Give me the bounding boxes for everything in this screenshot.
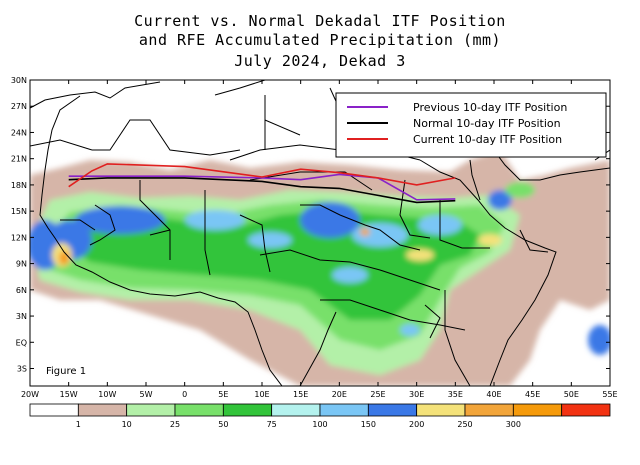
colorbar-tick-label: 300 [506, 420, 521, 429]
colorbar-segment [319, 403, 369, 417]
lon-label: 15E [293, 390, 308, 399]
colorbar-segment [512, 403, 563, 417]
lat-label: 6N [16, 286, 27, 295]
map-frame [29, 79, 611, 387]
lon-label: 5W [140, 390, 153, 399]
map-axes: 30N 27N 24N 21N 18N 15N 12N 9N 6N 3N EQ 3S 20W 15W 10W… [11, 76, 618, 399]
colorbar-segment [77, 403, 128, 417]
colorbar-tick-label: 200 [409, 420, 424, 429]
lon-label: 10W [98, 390, 116, 399]
map-title-line-2: and RFE Accumulated Precipitation (mm) [138, 31, 502, 49]
lat-label: 9N [16, 260, 27, 269]
lon-label: 0 [182, 390, 187, 399]
lon-label: 10E [254, 390, 269, 399]
colorbar-tick-label: 100 [312, 420, 327, 429]
coastline-and-borders [30, 80, 610, 386]
colorbar-tick-label: 75 [267, 420, 277, 429]
map-title-line-1: Current vs. Normal Dekadal ITF Position [134, 12, 506, 30]
legend-label: Previous 10-day ITF Position [413, 101, 567, 114]
map-title-line-3: July 2024, Dekad 3 [234, 52, 406, 70]
lat-label: 15N [11, 207, 27, 216]
lat-label: EQ [16, 338, 27, 347]
lon-label: 25E [370, 390, 385, 399]
lon-label: 35E [448, 390, 463, 399]
colorbar-segment [174, 403, 224, 417]
colorbar-segment [29, 403, 79, 417]
colorbar-segment [222, 403, 273, 417]
precipitation-colorbar: 1 10 25 50 75 100 150 200 250 300 [29, 403, 611, 429]
colorbar-segment [464, 403, 514, 417]
itf-legend: Previous 10-day ITF Position Normal 10-da… [335, 92, 607, 158]
lon-label: 55E [602, 390, 617, 399]
lon-label: 45E [525, 390, 540, 399]
legend-box [335, 92, 607, 158]
colorbar-segment [271, 403, 321, 417]
lon-label: 15W [60, 390, 78, 399]
legend-label: Current 10-day ITF Position [413, 133, 562, 146]
colorbar-tick-label: 150 [361, 420, 376, 429]
colorbar-tick-label: 250 [457, 420, 472, 429]
current-itf-line [68, 163, 456, 188]
lat-label: 3S [17, 365, 27, 374]
lat-label: 3N [16, 312, 27, 321]
lat-label: 18N [11, 181, 27, 190]
colorbar-tick-label: 50 [218, 420, 228, 429]
lon-label: 20E [332, 390, 347, 399]
lat-label: 30N [11, 76, 27, 85]
lat-label: 27N [11, 102, 27, 111]
legend-label: Normal 10-day ITF Position [413, 117, 561, 130]
colorbar-segment [416, 403, 466, 417]
lat-label: 12N [11, 233, 27, 242]
colorbar-tick-label: 1 [76, 420, 81, 429]
lon-label: 5E [218, 390, 228, 399]
lon-label: 30E [409, 390, 424, 399]
normal-itf-line [68, 177, 456, 204]
lat-label: 21N [11, 155, 27, 164]
colorbar-segment [126, 403, 176, 417]
colorbar-tick-label: 25 [170, 420, 180, 429]
precipitation-field [30, 150, 610, 386]
figure-label: Figure 1 [46, 366, 86, 377]
lon-label: 20W [21, 390, 39, 399]
lon-label: 40E [486, 390, 501, 399]
itf-lines [68, 163, 456, 204]
previous-itf-line [68, 173, 456, 201]
colorbar-tick-label: 10 [122, 420, 132, 429]
colorbar-segment [561, 403, 611, 417]
lon-label: 50E [564, 390, 579, 399]
lat-label: 24N [11, 128, 27, 137]
colorbar-segment [367, 403, 418, 417]
